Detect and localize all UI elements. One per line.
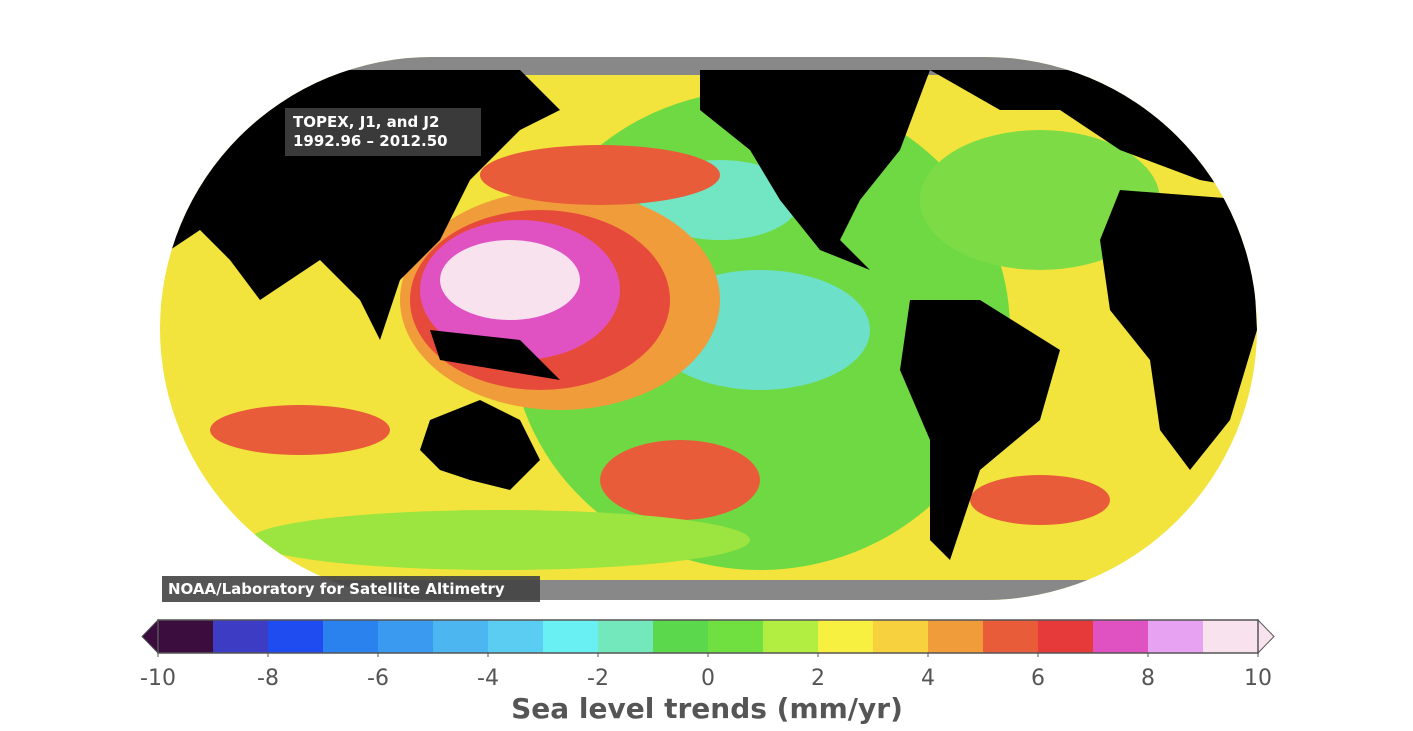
colorbar-segment (158, 620, 214, 653)
colorbar-segment (708, 620, 764, 653)
colorbar-segment (818, 620, 874, 653)
colorbar-segment (268, 620, 324, 653)
annotation-box (285, 108, 481, 156)
tick-label: 0 (701, 666, 715, 691)
colorbar-segment (433, 620, 489, 653)
tick-label: 8 (1141, 666, 1155, 691)
colorbar-segment (1203, 620, 1259, 653)
tick-label: -10 (140, 666, 176, 691)
tick-label: 6 (1031, 666, 1045, 691)
credit: NOAA/Laboratory for Satellite Altimetry (168, 580, 505, 598)
annotation: 1992.96 – 2012.50 (293, 132, 448, 150)
colorbar-segment (1148, 620, 1204, 653)
colorbar-segment (323, 620, 379, 653)
tick-label: 2 (811, 666, 825, 691)
colorbar-segment (928, 620, 984, 653)
tick-label: -6 (367, 666, 389, 691)
colorbar-extend (141, 618, 159, 655)
credit-box (162, 576, 540, 602)
tick-label: -8 (257, 666, 279, 691)
colorbar-segment (488, 620, 544, 653)
tick-label: -2 (587, 666, 609, 691)
tick-label: 10 (1244, 666, 1272, 691)
colorbar-extend (1257, 618, 1275, 655)
colorbar-label: Sea level trends (mm/yr) (511, 692, 903, 725)
colorbar-segment (873, 620, 929, 653)
annotation: TOPEX, J1, and J2 (293, 113, 439, 131)
colorbar: -10 -8 -6 -4 -2 0 2 4 6 8 10 (140, 618, 1275, 691)
tick-label: 4 (921, 666, 935, 691)
colorbar-segment (543, 620, 599, 653)
colorbar-segment (653, 620, 709, 653)
colorbar-segment (1038, 620, 1094, 653)
colorbar-segment (378, 620, 434, 653)
colorbar-segment (983, 620, 1039, 653)
colorbar-segment (213, 620, 269, 653)
colorbar-segment (1093, 620, 1149, 653)
colorbar-segment (763, 620, 819, 653)
tick-label: -4 (477, 666, 499, 691)
colorbar-segment (598, 620, 654, 653)
